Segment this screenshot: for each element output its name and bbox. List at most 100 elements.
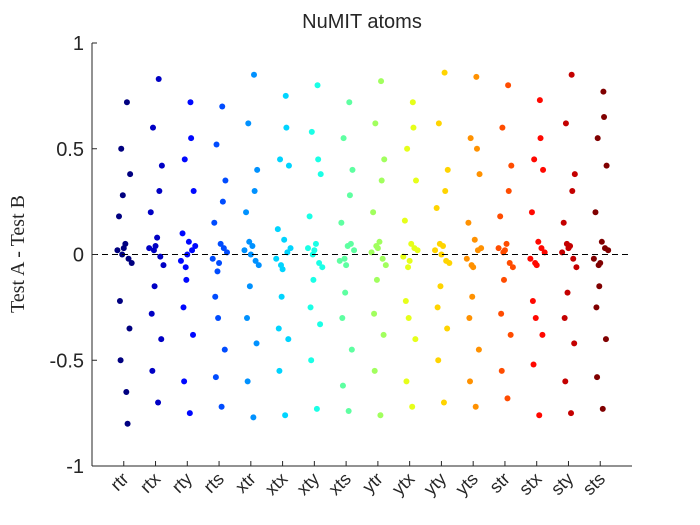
point	[285, 162, 292, 169]
point	[441, 69, 448, 76]
point	[564, 289, 571, 296]
point	[560, 219, 567, 226]
point	[152, 243, 159, 250]
point	[603, 162, 610, 169]
point	[127, 171, 134, 178]
point	[126, 325, 133, 332]
point	[381, 156, 388, 163]
point	[371, 310, 378, 317]
x-tick-label: ytx	[388, 469, 418, 499]
point	[336, 257, 343, 264]
point	[124, 420, 131, 427]
point	[338, 219, 345, 226]
point	[406, 257, 413, 264]
point	[413, 177, 419, 184]
point	[382, 262, 389, 269]
point	[532, 314, 539, 321]
point	[405, 314, 412, 321]
chart-title: NuMIT atoms	[302, 11, 422, 33]
point	[189, 247, 196, 254]
point	[118, 145, 125, 152]
point	[317, 171, 324, 178]
point	[404, 145, 411, 152]
point	[244, 314, 251, 321]
point	[495, 245, 502, 252]
point	[505, 82, 512, 89]
point	[379, 255, 386, 262]
point	[149, 124, 156, 131]
point	[592, 209, 599, 216]
point	[463, 255, 470, 262]
point	[378, 177, 385, 184]
point	[597, 259, 604, 266]
y-axis-label: Test A - Test B	[7, 195, 29, 313]
point	[154, 234, 161, 241]
point	[279, 266, 286, 273]
point	[472, 403, 479, 410]
point	[281, 236, 288, 243]
point	[435, 120, 442, 127]
point	[465, 219, 472, 226]
point	[470, 264, 477, 271]
point	[116, 213, 122, 220]
point	[400, 253, 407, 260]
point	[160, 262, 167, 269]
point	[128, 259, 135, 266]
point	[471, 236, 478, 243]
point	[190, 188, 197, 195]
point	[219, 198, 226, 205]
point	[119, 192, 126, 199]
point	[507, 331, 514, 338]
point	[317, 321, 324, 328]
point	[568, 71, 575, 78]
point	[403, 378, 410, 385]
point	[347, 240, 354, 247]
point	[466, 314, 473, 321]
x-tick-label: ytr	[358, 469, 386, 497]
point	[593, 304, 600, 311]
point	[339, 382, 346, 389]
point	[438, 251, 445, 258]
point	[373, 276, 380, 283]
point	[274, 226, 281, 233]
point	[409, 403, 416, 410]
point	[500, 276, 507, 283]
point	[123, 388, 130, 395]
point	[308, 128, 315, 135]
point	[599, 405, 606, 412]
point	[149, 367, 156, 374]
point	[440, 399, 447, 406]
point	[368, 249, 375, 256]
point	[308, 357, 315, 364]
point	[276, 367, 283, 374]
point	[351, 247, 358, 254]
point	[246, 283, 253, 290]
point	[285, 336, 292, 343]
x-tick-label: rts	[200, 469, 228, 497]
point	[536, 97, 543, 104]
point	[601, 114, 608, 121]
point	[506, 259, 513, 266]
point	[444, 166, 451, 173]
point	[177, 257, 184, 264]
point	[374, 245, 381, 252]
point	[562, 120, 569, 127]
point	[378, 78, 385, 85]
point	[376, 238, 383, 245]
point	[307, 304, 314, 311]
point	[499, 124, 506, 131]
point	[179, 230, 186, 237]
point	[497, 213, 504, 220]
point	[116, 298, 123, 305]
point	[475, 346, 482, 353]
point	[275, 325, 282, 332]
point	[243, 209, 250, 216]
point	[401, 217, 408, 224]
point	[157, 253, 164, 260]
point	[505, 188, 512, 195]
point	[156, 188, 163, 195]
point	[541, 249, 548, 256]
point	[181, 156, 188, 163]
point	[498, 310, 505, 317]
